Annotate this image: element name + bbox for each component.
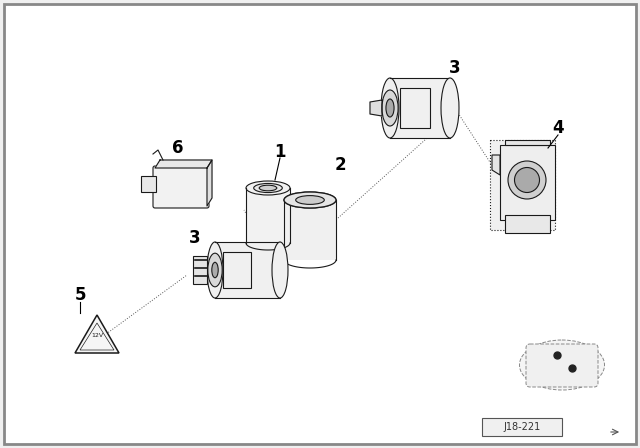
Polygon shape xyxy=(207,160,212,206)
Ellipse shape xyxy=(208,253,222,287)
Ellipse shape xyxy=(284,192,336,208)
Bar xyxy=(141,176,156,192)
Bar xyxy=(400,88,430,128)
Ellipse shape xyxy=(381,78,399,138)
Polygon shape xyxy=(75,315,119,353)
Ellipse shape xyxy=(441,78,459,138)
Bar xyxy=(223,252,251,288)
Ellipse shape xyxy=(508,161,546,199)
Polygon shape xyxy=(505,140,550,145)
Ellipse shape xyxy=(520,340,605,390)
FancyBboxPatch shape xyxy=(500,145,555,220)
Polygon shape xyxy=(390,78,450,138)
Text: J18-221: J18-221 xyxy=(504,422,541,432)
Polygon shape xyxy=(246,188,290,243)
Ellipse shape xyxy=(212,262,218,278)
Polygon shape xyxy=(370,100,382,116)
Text: 1: 1 xyxy=(275,143,285,161)
Polygon shape xyxy=(155,160,212,168)
FancyBboxPatch shape xyxy=(490,140,555,230)
Ellipse shape xyxy=(284,192,336,208)
Ellipse shape xyxy=(207,242,223,298)
Text: 6: 6 xyxy=(172,139,184,157)
Ellipse shape xyxy=(253,183,282,193)
Text: 12V: 12V xyxy=(91,333,103,338)
Ellipse shape xyxy=(246,181,290,195)
Ellipse shape xyxy=(296,196,324,204)
Ellipse shape xyxy=(386,99,394,117)
Polygon shape xyxy=(215,242,280,298)
Polygon shape xyxy=(492,155,500,175)
Polygon shape xyxy=(284,200,336,260)
FancyBboxPatch shape xyxy=(505,215,550,233)
Bar xyxy=(193,256,207,284)
Text: 2: 2 xyxy=(334,156,346,174)
Bar xyxy=(482,418,562,436)
Ellipse shape xyxy=(382,90,398,126)
Ellipse shape xyxy=(272,242,288,298)
Text: 3: 3 xyxy=(189,229,201,247)
Ellipse shape xyxy=(515,168,540,193)
Text: 5: 5 xyxy=(74,286,86,304)
FancyBboxPatch shape xyxy=(526,344,598,387)
Ellipse shape xyxy=(259,185,277,191)
FancyBboxPatch shape xyxy=(153,166,209,208)
Text: 4: 4 xyxy=(552,119,564,137)
Text: 3: 3 xyxy=(449,59,461,77)
